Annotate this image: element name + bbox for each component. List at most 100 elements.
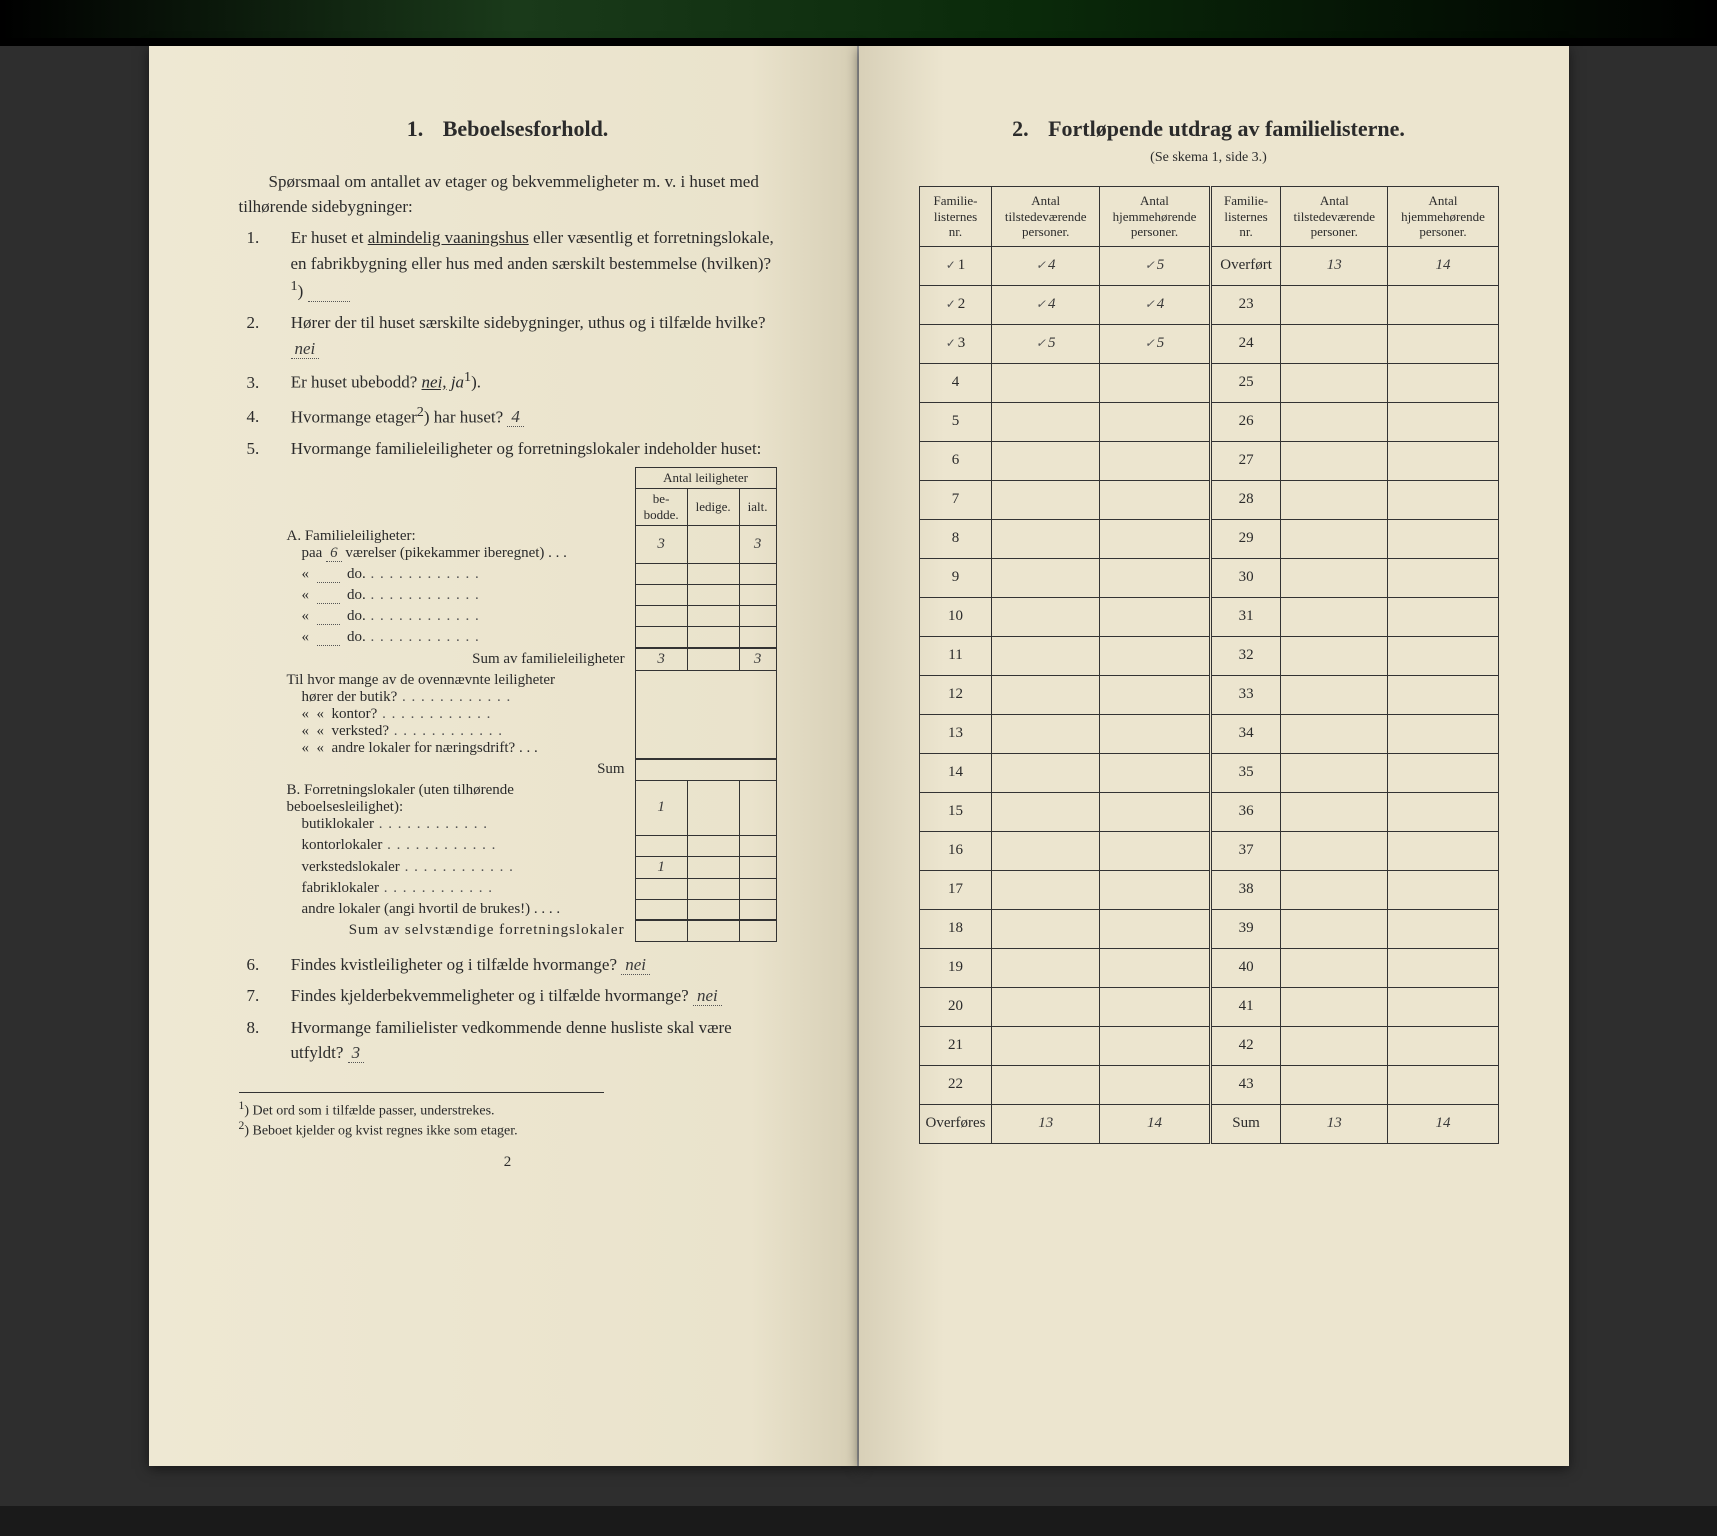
A-sum-c3: 3 [739, 648, 776, 671]
fort-l-a [992, 831, 1099, 870]
fort-r-n: 35 [1211, 753, 1281, 792]
fort-r-n: 26 [1211, 402, 1281, 441]
fort-l-b [1099, 909, 1210, 948]
A-sum-c1: 3 [635, 648, 687, 671]
page-right: 2. Fortløpende utdrag av familielisterne… [859, 46, 1569, 1466]
fort-r-a [1281, 675, 1388, 714]
fort-foot-r-b: 14 [1388, 1104, 1498, 1143]
fort-l-a [992, 441, 1099, 480]
fort-r-b [1388, 714, 1498, 753]
fort-r-b [1388, 402, 1498, 441]
fort-l-a [992, 714, 1099, 753]
fort-row: 627 [919, 441, 1498, 480]
mid-sum: Sum [279, 759, 636, 780]
q4-post: ) har huset? [424, 407, 503, 426]
q8-ans: 3 [348, 1043, 365, 1063]
fort-r-n: 40 [1211, 948, 1281, 987]
intro-text: Spørsmaal om antallet av etager og bekve… [239, 170, 777, 219]
A-sum-label: Sum av familieleiligheter [279, 648, 636, 671]
fort-r-a [1281, 753, 1388, 792]
q2: 2. Hører der til huset særskilte sidebyg… [269, 310, 777, 361]
fort-l-a [992, 948, 1099, 987]
fort-l-n: 4 [919, 363, 992, 402]
fort-l-b [1099, 597, 1210, 636]
q3-text: Er huset ubebodd? [291, 373, 418, 392]
fort-l-n: ✓2 [919, 285, 992, 324]
fort-r-a [1281, 285, 1388, 324]
fort-row: 13 34 [919, 714, 1498, 753]
fort-l-a [992, 1026, 1099, 1065]
fort-r-b [1388, 558, 1498, 597]
fort-l-b [1099, 792, 1210, 831]
A-do1: « do. [279, 564, 636, 585]
fort-l-a [992, 558, 1099, 597]
fort-l-b [1099, 519, 1210, 558]
fort-row: 1031 [919, 597, 1498, 636]
mid-r3: andre lokaler for næringsdrift? [332, 740, 516, 756]
fort-row: ✓2✓4✓423 [919, 285, 1498, 324]
fort-r-n: 31 [1211, 597, 1281, 636]
footnotes: 1) Det ord som i tilfælde passer, unders… [239, 1092, 605, 1140]
fort-r-n: 32 [1211, 636, 1281, 675]
fort-r-a [1281, 402, 1388, 441]
fort-l-n: 14 [919, 753, 992, 792]
fort-l-n: 17 [919, 870, 992, 909]
fort-l-b [1099, 441, 1210, 480]
fort-row: ✓1✓4✓5Overført1314 [919, 246, 1498, 285]
fort-r-n: 25 [1211, 363, 1281, 402]
fort-r-b [1388, 987, 1498, 1026]
fort-r-b [1388, 792, 1498, 831]
fort-l-b [1099, 1065, 1210, 1104]
fort-r-b [1388, 948, 1498, 987]
page-left: 1. Beboelsesforhold. Spørsmaal om antall… [149, 46, 859, 1466]
fort-r-a [1281, 1026, 1388, 1065]
fort-r-b [1388, 870, 1498, 909]
mid-r1: kontor? [332, 706, 378, 722]
q7: 7. Findes kjelderbekvemmeligheter og i t… [269, 983, 777, 1009]
foot2: 2) Beboet kjelder og kvist regnes ikke s… [239, 1119, 605, 1140]
q1-blank [308, 282, 350, 302]
fort-l-a: ✓5 [992, 324, 1099, 363]
q7-text: Findes kjelderbekvemmeligheter og i tilf… [291, 986, 689, 1005]
fort-l-b [1099, 948, 1210, 987]
leil-table: Antal leiligheter be- bodde. ledige. ial… [279, 467, 777, 942]
B-r3-row: fabriklokaler [279, 878, 636, 899]
fort-foot-l-a: 13 [992, 1104, 1099, 1143]
q7-ans: nei [693, 986, 722, 1006]
q4-answer: 4 [507, 407, 524, 427]
fort-l-n: 9 [919, 558, 992, 597]
fort-l-b [1099, 480, 1210, 519]
fort-r-n: 29 [1211, 519, 1281, 558]
fort-l-n: 7 [919, 480, 992, 519]
fort-row: 4 25 [919, 363, 1498, 402]
q1-sup: 1 [291, 278, 298, 294]
right-section-num: 2. [1012, 116, 1029, 141]
B-r3-val [635, 878, 687, 899]
q1: 1. Er huset et almindelig vaaningshus el… [269, 225, 777, 304]
fort-l-n: 13 [919, 714, 992, 753]
B-sum: Sum av selvstændige forretningslokaler [279, 920, 636, 941]
fort-l-b: ✓5 [1099, 324, 1210, 363]
fort-row: 728 [919, 480, 1498, 519]
fort-l-a [992, 636, 1099, 675]
fort-foot-r-label: Sum [1211, 1104, 1281, 1143]
fort-h1: Familie- listernes nr. [919, 187, 992, 247]
fort-r-a [1281, 324, 1388, 363]
fort-l-n: 6 [919, 441, 992, 480]
fort-foot-r-a: 13 [1281, 1104, 1388, 1143]
right-section-title: 2. Fortløpende utdrag av familielisterne… [919, 116, 1499, 142]
fort-l-n: 11 [919, 636, 992, 675]
fort-l-n: 21 [919, 1026, 992, 1065]
fort-r-b [1388, 480, 1498, 519]
fort-h6: Antal hjemmehørende personer. [1388, 187, 1498, 247]
A-sum-c2 [687, 648, 739, 671]
fort-l-n: 8 [919, 519, 992, 558]
B-title: B. Forretningslokaler (uten tilhørende b… [287, 782, 514, 815]
q2-text: Hører der til huset særskilte sidebygnin… [291, 313, 766, 332]
fort-r-n: 34 [1211, 714, 1281, 753]
q3-sup: 1 [464, 369, 471, 385]
B-r0-val: 1 [635, 780, 687, 835]
mid-r2: verksted? [332, 723, 389, 739]
fort-table: Familie- listernes nr. Antal tilstedevær… [919, 186, 1499, 1144]
fort-l-n: 5 [919, 402, 992, 441]
